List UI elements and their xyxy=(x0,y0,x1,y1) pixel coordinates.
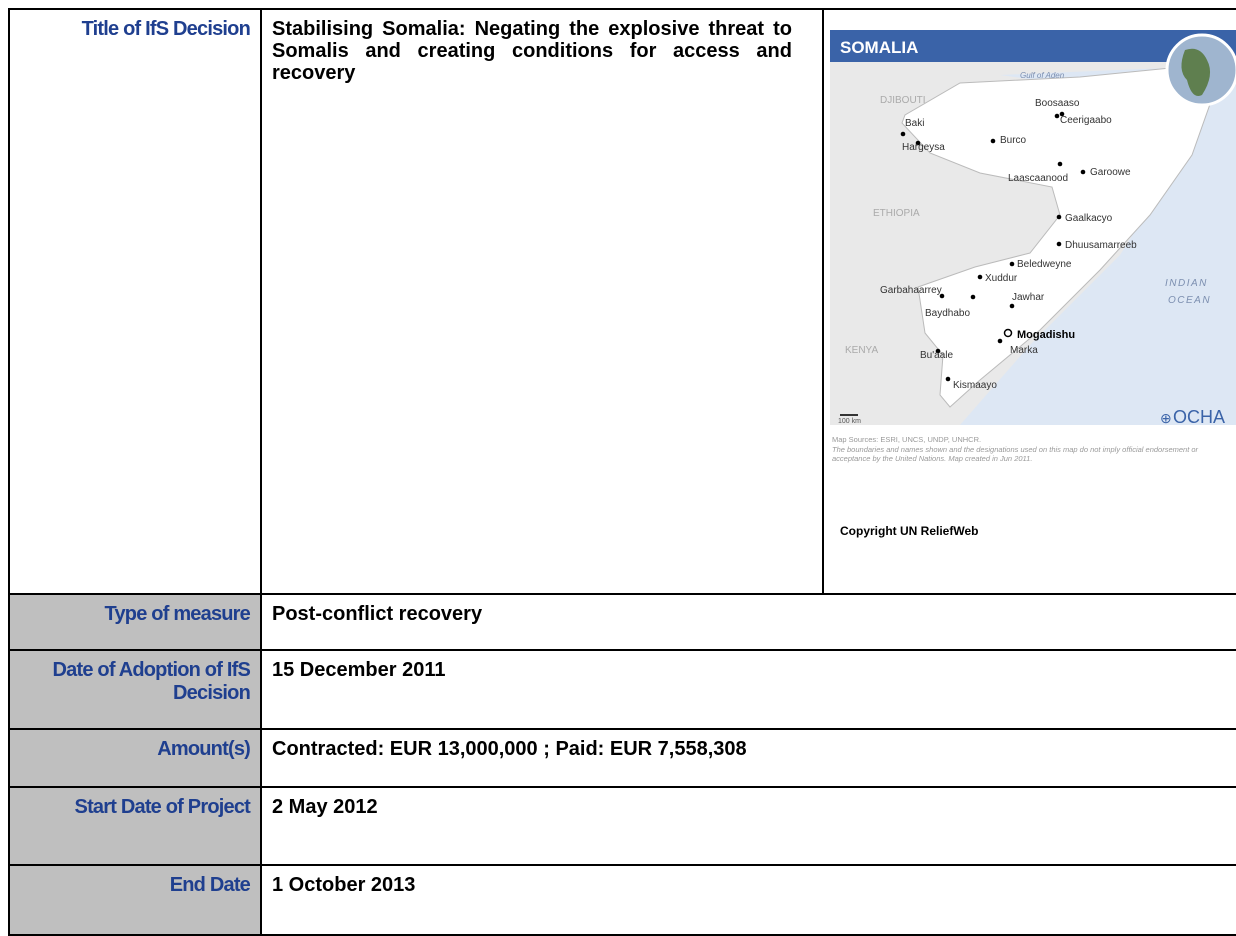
place-label: Gaalkacyo xyxy=(1065,213,1113,224)
place-label: Baydhabo xyxy=(925,308,970,319)
city-marker xyxy=(970,294,976,300)
city-marker xyxy=(990,138,996,144)
label-cell: End Date xyxy=(8,864,262,936)
ocean xyxy=(960,65,1236,425)
place-label: Boosaaso xyxy=(1035,98,1080,109)
city-marker xyxy=(1009,261,1015,267)
place-label: Garoowe xyxy=(1090,167,1131,178)
place-label: Garbahaarrey xyxy=(880,285,942,296)
place-label: Laascaanood xyxy=(1008,173,1068,184)
city-marker xyxy=(1056,214,1062,220)
title-text: Stabilising Somalia: Negating the explos… xyxy=(272,18,792,84)
place-label: Beledweyne xyxy=(1017,259,1072,270)
place-label: Xuddur xyxy=(985,273,1018,284)
place-label: Jawhar xyxy=(1012,292,1045,303)
country-shape xyxy=(901,64,1216,408)
place-label: Mogadishu xyxy=(1017,329,1075,341)
place-label: OCEAN xyxy=(1168,295,1211,306)
place-label: Ceerigaabo xyxy=(1060,115,1112,126)
city-marker xyxy=(1057,161,1063,167)
label-cell: Amount(s) xyxy=(8,728,262,788)
city-marker xyxy=(945,376,951,382)
city-marker xyxy=(900,131,906,137)
row: End Date 1 October 2013 xyxy=(8,864,1236,936)
value-cell: Contracted: EUR 13,000,000 ; Paid: EUR 7… xyxy=(260,728,1236,788)
copyright: Copyright UN ReliefWeb xyxy=(840,524,978,538)
city-marker xyxy=(915,140,921,146)
scale-label: 100 km xyxy=(838,418,861,425)
label-cell: Date of Adoption of IfS Decision xyxy=(8,649,262,730)
row: Type of measure Post-conflict recovery xyxy=(8,593,1236,651)
capital-marker xyxy=(1003,328,1013,338)
value-cell: Post-conflict recovery xyxy=(260,593,1236,651)
place-label: Dhuusamarreeb xyxy=(1065,240,1137,251)
city-marker xyxy=(939,293,945,299)
city-marker xyxy=(935,348,941,354)
value-cell: 1 October 2013 xyxy=(260,864,1236,936)
city-marker xyxy=(1080,169,1086,175)
place-label: INDIAN xyxy=(1165,278,1208,289)
place-label: Gulf of Aden xyxy=(1020,71,1065,80)
value-cell: 15 December 2011 xyxy=(260,649,1236,730)
un-emblem: ⊕ xyxy=(1160,410,1172,426)
city-marker xyxy=(1059,111,1065,117)
place-label: Burco xyxy=(1000,135,1027,146)
label-cell: Title of IfS Decision xyxy=(8,8,262,595)
label-cell: Start Date of Project xyxy=(8,786,262,866)
map-sources: Map Sources: ESRI, UNCS, UNDP, UNHCR. xyxy=(832,435,981,444)
row: Amount(s) Contracted: EUR 13,000,000 ; Pa… xyxy=(8,728,1236,788)
map: SOMALIA 100 km OCHA ⊕ Map Sources: ESRI,… xyxy=(830,30,1236,538)
place-label: Hargeysa xyxy=(902,142,945,153)
disclaimer-box: The boundaries and names shown and the d… xyxy=(832,445,1199,463)
place-label: Kismaayo xyxy=(953,380,997,391)
label-cell: Type of measure xyxy=(8,593,262,651)
place-label: DJIBOUTI xyxy=(880,95,926,106)
place-label: Marka xyxy=(1010,345,1038,356)
map-credit: OCHA xyxy=(1173,407,1225,427)
row: Start Date of Project 2 May 2012 xyxy=(8,786,1236,866)
map-disclaimer: The boundaries and names shown and the d… xyxy=(832,445,1199,463)
value-cell: 2 May 2012 xyxy=(260,786,1236,866)
map-title: SOMALIA xyxy=(840,38,918,57)
value-cell: Stabilising Somalia: Negating the explos… xyxy=(260,8,824,595)
place-label: Bu'aale xyxy=(920,350,953,361)
place-label: KENYA xyxy=(845,345,878,356)
row: Date of Adoption of IfS Decision 15 Decem… xyxy=(8,649,1236,730)
city-marker xyxy=(997,338,1003,344)
city-marker xyxy=(977,274,983,280)
place-label: Baki xyxy=(905,118,924,129)
place-label: ETHIOPIA xyxy=(873,208,920,219)
city-marker xyxy=(1056,241,1062,247)
city-marker xyxy=(1009,303,1015,309)
globe-land xyxy=(1181,48,1211,96)
city-marker xyxy=(1054,113,1060,119)
